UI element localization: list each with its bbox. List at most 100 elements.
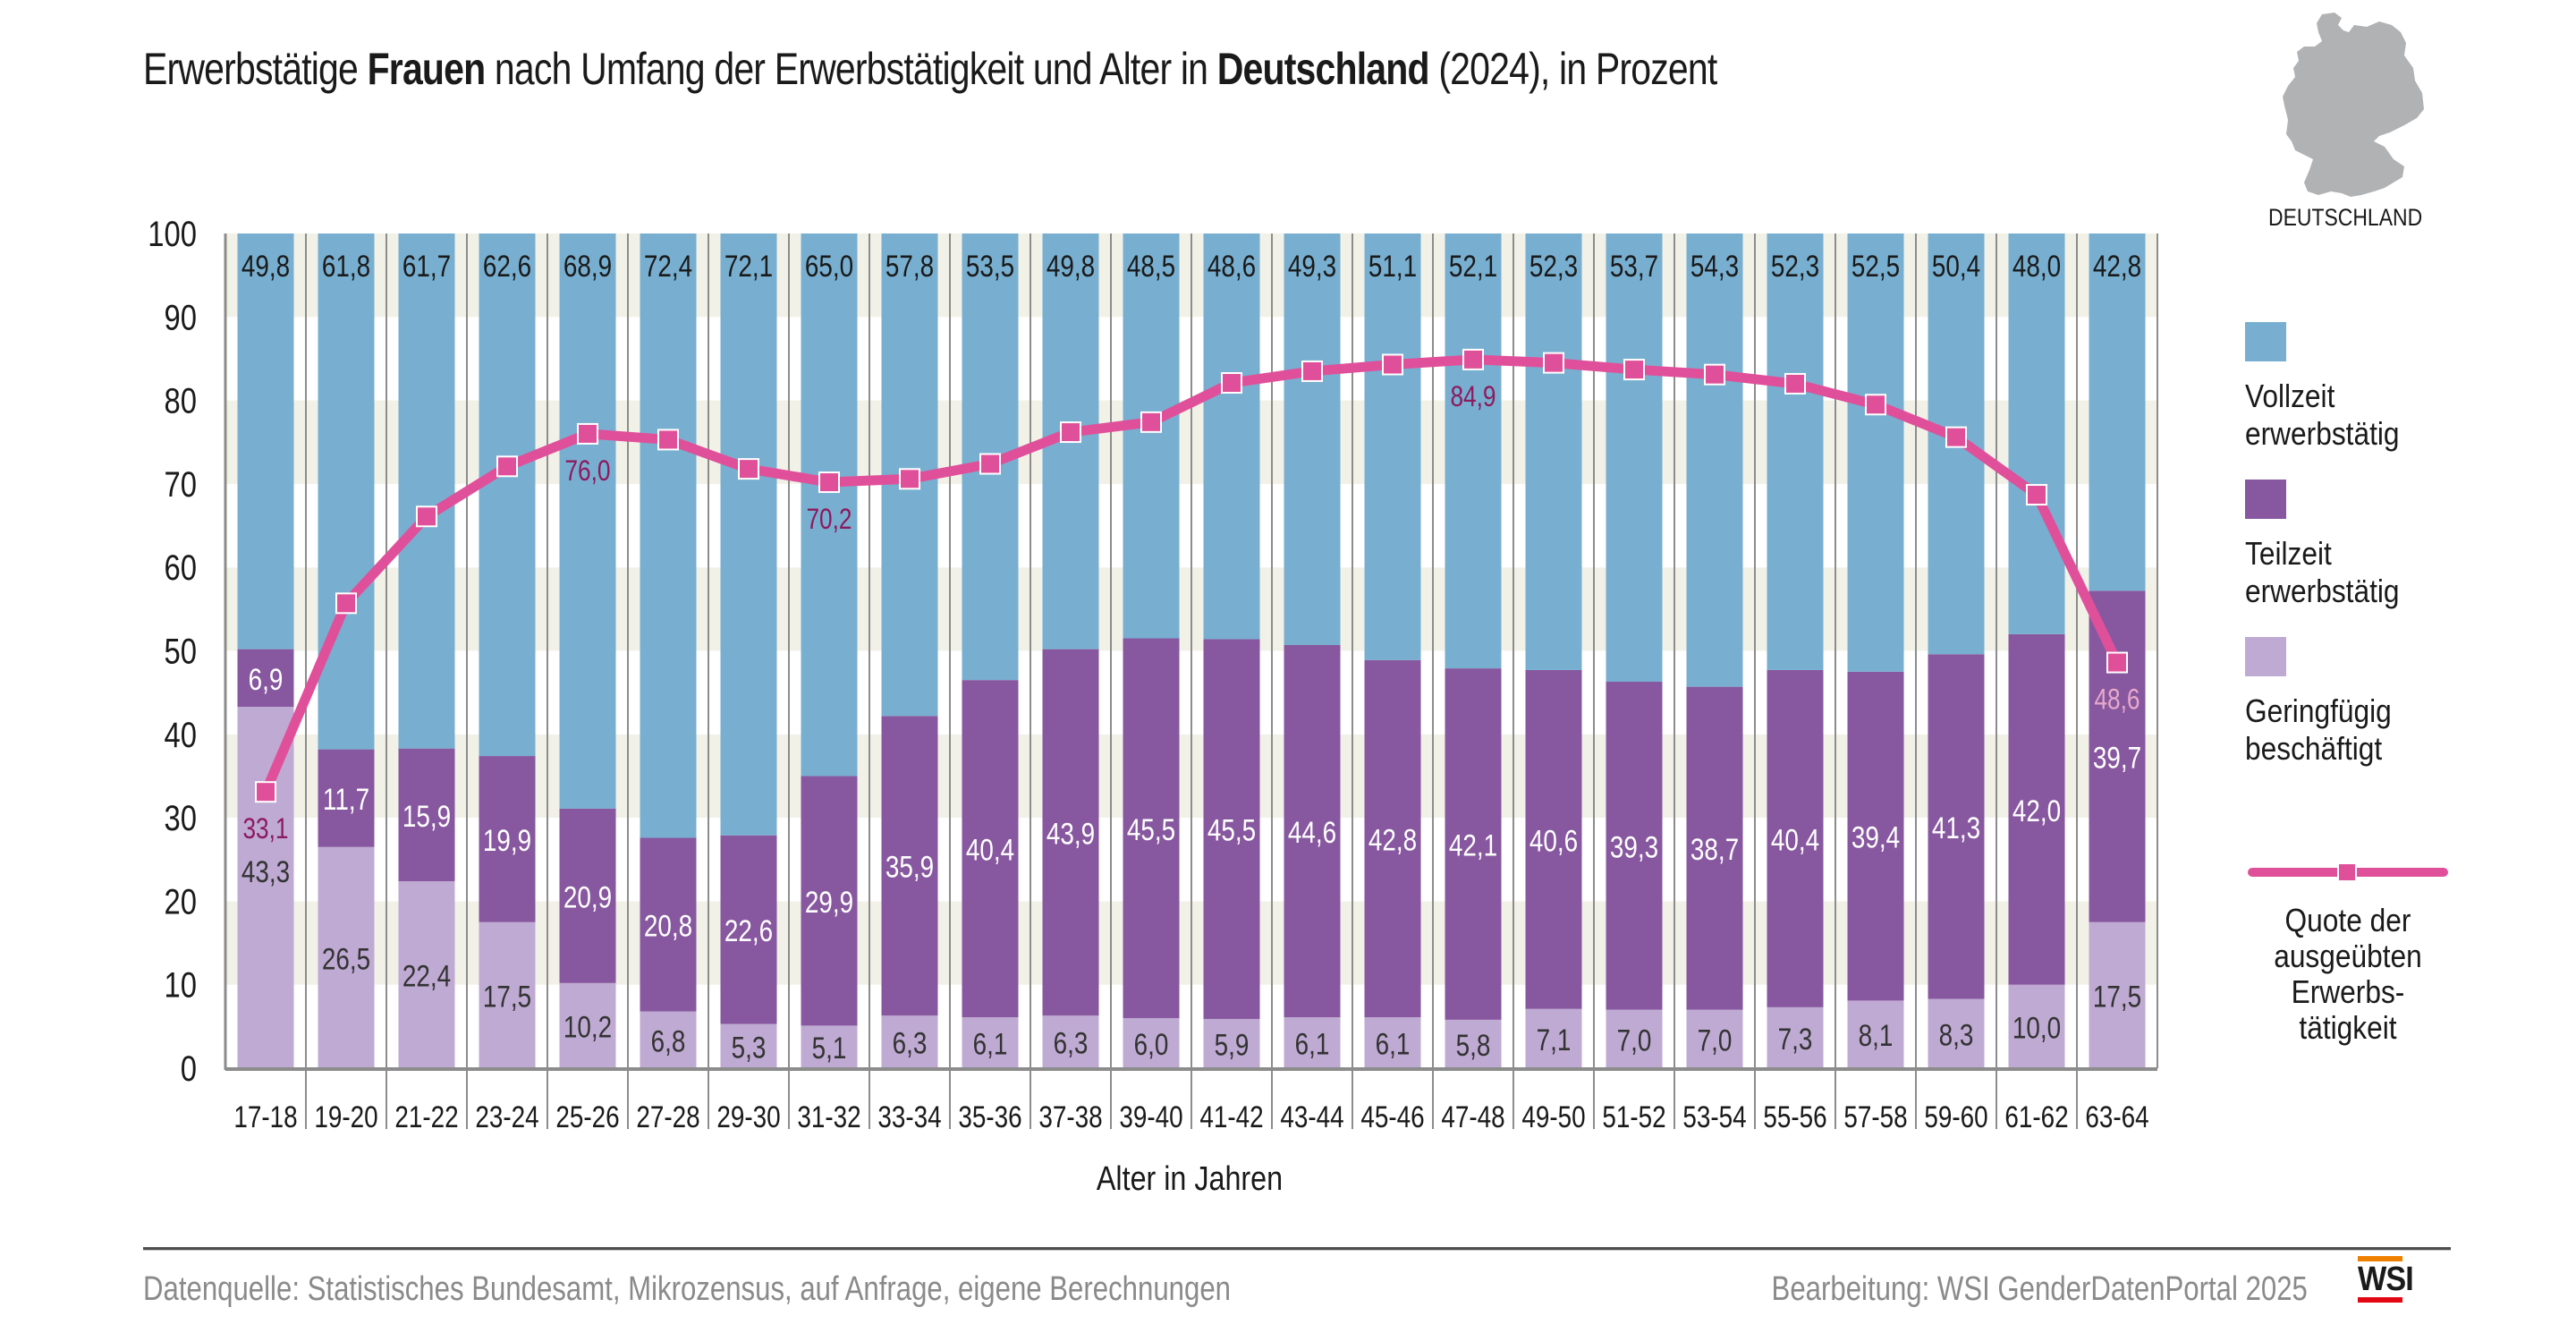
legend-swatch-marginal <box>2245 637 2286 676</box>
bar-value-label: 41,3 <box>1932 811 1980 845</box>
bar-segment <box>1445 1019 1502 1068</box>
bar-segment <box>881 1015 938 1068</box>
title-text: nach Umfang der Erwerbstätigkeit und Alt… <box>485 44 1217 94</box>
bar-value-label: 49,8 <box>1046 249 1095 283</box>
axes <box>224 233 2157 1071</box>
bar-value-label: 6,3 <box>893 1026 928 1060</box>
legend-item-rate-line: Quote der ausgeübten Erwerbs- tätigkeit <box>2245 859 2451 1046</box>
bar-segment <box>1767 233 1824 670</box>
bar-segment <box>1606 1009 1663 1068</box>
bar-segment <box>1284 644 1341 1018</box>
title-emphasis-women: Frauen <box>367 44 487 94</box>
bar-segment <box>237 233 294 650</box>
bar-value-label: 72,4 <box>644 249 692 283</box>
bar-value-label: 53,5 <box>966 249 1014 283</box>
bar-segment <box>1525 233 1582 670</box>
bar-segment <box>2089 233 2146 591</box>
y-tick-label: 80 <box>165 381 197 421</box>
bar-segment <box>1847 233 1904 672</box>
bar-segment <box>640 837 697 1012</box>
bar-segment <box>559 982 616 1068</box>
bar-value-label: 7,1 <box>1537 1023 1572 1057</box>
bar-segment <box>1123 233 1180 639</box>
slot-dividers <box>305 233 2158 1129</box>
bar-value-label: 52,5 <box>1852 249 1900 283</box>
rate-annotation: 76,0 <box>564 456 610 488</box>
legend-swatch-parttime <box>2245 480 2286 519</box>
rate-marker <box>1060 421 1081 444</box>
bar-segment <box>1445 668 1502 1020</box>
title-emphasis-country: Deutschland <box>1216 44 1430 94</box>
bar-value-label: 48,0 <box>2012 249 2061 283</box>
bar-value-label: 48,6 <box>1208 249 1256 283</box>
y-tick-label: 10 <box>165 965 197 1006</box>
bar-value-label: 61,8 <box>322 249 370 283</box>
legend-swatch-fulltime <box>2245 322 2286 361</box>
bar-value-label: 6,1 <box>1295 1027 1330 1061</box>
bar-segment <box>398 233 455 749</box>
bar-segment <box>1928 654 1985 999</box>
bar-segment <box>801 1025 858 1068</box>
bar-value-label: 5,9 <box>1215 1028 1250 1062</box>
bar-value-label: 48,5 <box>1127 249 1175 283</box>
bar-value-label: 15,9 <box>402 799 451 833</box>
rate-marker <box>2106 651 2128 674</box>
bar-value-label: 40,6 <box>1530 824 1578 858</box>
bar-value-label: 42,1 <box>1449 828 1497 862</box>
y-tick-label: 40 <box>165 715 197 755</box>
bar-value-label: 65,0 <box>805 249 853 283</box>
bar-segment <box>559 233 616 809</box>
x-tick-label: 43-44 <box>1280 1100 1343 1133</box>
germany-map-icon <box>2283 13 2424 197</box>
rate-marker <box>1543 352 1564 374</box>
bar-segment <box>881 716 938 1016</box>
bar-value-label: 7,0 <box>1617 1023 1652 1057</box>
bar-value-label: 7,0 <box>1698 1023 1733 1057</box>
bar-segment <box>1123 1018 1180 1068</box>
y-tick-label: 30 <box>165 798 197 838</box>
y-tick-label: 0 <box>181 1049 197 1089</box>
bar-value-label: 6,0 <box>1134 1027 1169 1061</box>
bar-value-label: 17,5 <box>2093 980 2141 1014</box>
x-tick-label: 31-32 <box>797 1100 860 1133</box>
credit: Bearbeitung: WSI GenderDatenPortal 2025 <box>1771 1270 2308 1308</box>
bar-segment <box>1042 1015 1099 1068</box>
x-tick-label: 25-26 <box>555 1100 619 1133</box>
bar-segment <box>1364 233 1421 660</box>
bar-value-label: 7,3 <box>1778 1022 1813 1056</box>
x-tick-label: 59-60 <box>1924 1100 1987 1133</box>
legend-line-marker-icon <box>2248 862 2448 882</box>
bar-value-label: 53,7 <box>1610 249 1658 283</box>
rate-marker <box>335 592 357 615</box>
bar-segment <box>479 921 536 1068</box>
bar-value-label: 17,5 <box>483 980 531 1014</box>
bar-value-label: 49,8 <box>242 249 290 283</box>
stacked-bar-chart: 43,3 6,9 49,8 26,5 11,7 61,8 22,4 15,9 61,7 17,5 1… <box>148 214 2158 1198</box>
title-text: Erwerbstätige <box>143 44 368 94</box>
x-tick-labels: 17-18 19-20 21-22 23-24 25-26 27-28 29-30 31-32… <box>233 1100 2148 1133</box>
rate-marker <box>1301 360 1323 382</box>
y-tick-label: 60 <box>165 548 197 588</box>
bar-value-label: 52,3 <box>1771 249 1819 283</box>
bar-segment <box>1928 998 1985 1068</box>
legend-label: Geringfügig beschäftigt <box>2245 692 2392 767</box>
y-tick-label: 70 <box>165 464 197 505</box>
bar-value-label: 52,3 <box>1530 249 1578 283</box>
bar-segment <box>1042 649 1099 1016</box>
bar-segment <box>1445 233 1502 669</box>
bar-value-label: 20,8 <box>644 909 692 943</box>
bar-segment <box>1686 1009 1743 1068</box>
bar-value-label: 6,8 <box>651 1024 686 1058</box>
bar-value-label: 44,6 <box>1288 815 1336 849</box>
bar-value-label: 42,8 <box>2093 249 2141 283</box>
bar-value-label: 6,1 <box>1376 1027 1411 1061</box>
bar-segment <box>2008 984 2065 1068</box>
bar-value-label: 20,9 <box>564 880 612 914</box>
y-tick-label: 90 <box>165 297 197 337</box>
x-tick-label: 19-20 <box>314 1100 377 1133</box>
rate-annotation: 33,1 <box>242 814 288 845</box>
x-tick-label: 33-34 <box>877 1100 941 1133</box>
bar-segment <box>1364 659 1421 1018</box>
employment-rate-line: 33,1 76,0 70,2 84,9 48,6 <box>242 348 2140 845</box>
x-tick-label: 27-28 <box>636 1100 699 1133</box>
